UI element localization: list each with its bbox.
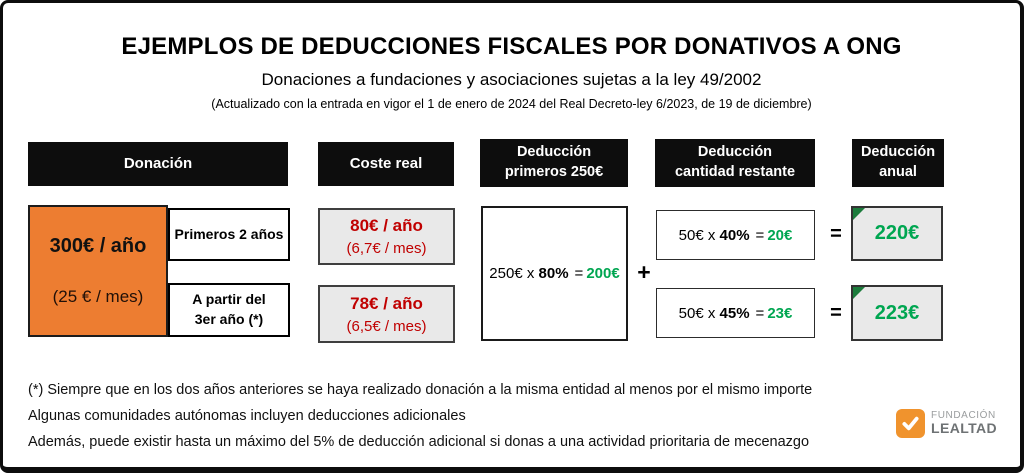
column-header-deduccion-cantidad-restante: Deducción cantidad restante xyxy=(655,139,815,187)
deduction-remaining-later-base: 50€ x xyxy=(678,304,716,322)
deduction-first-250-equals: = xyxy=(574,265,584,282)
donation-amount-box: 300€ / año (25 € / mes) xyxy=(28,205,168,337)
footnotes: (*) Siempre que en los dos años anterior… xyxy=(28,377,888,455)
donation-per-year: 300€ / año xyxy=(49,235,147,258)
fundacion-lealtad-logo: FUNDACIÓN LEALTAD xyxy=(896,409,997,438)
footnote-priority: Además, puede existir hasta un máximo de… xyxy=(28,434,810,450)
real-cost-later-box: 78€ / año (6,5€ / mes) xyxy=(318,285,455,343)
donation-per-month: (25 € / mes) xyxy=(52,286,144,306)
deduction-remaining-first-rate: 40% xyxy=(719,226,750,244)
annual-deduction-later-value: 223€ xyxy=(874,301,920,324)
annual-deduction-first-box: 220€ xyxy=(851,206,943,261)
annual-deduction-first-value: 220€ xyxy=(874,222,920,244)
column-header-coste-real: Coste real xyxy=(318,142,454,186)
logo-org-name: LEALTAD xyxy=(931,420,998,437)
equals-operator-first: = xyxy=(830,223,842,245)
plus-operator: + xyxy=(637,259,651,285)
footnote-asterisk: (*) Siempre que en los dos años anterior… xyxy=(28,382,813,398)
deduction-first-250-rate: 80% xyxy=(538,265,569,282)
real-cost-later-per-year: 78€ / año xyxy=(350,293,423,313)
real-cost-later-per-month: (6,5€ / mes) xyxy=(346,317,427,335)
deduction-remaining-later-equals: = xyxy=(755,304,765,322)
deduction-first-250-box: 250€ x 80% = 200€ xyxy=(481,206,628,341)
column-header-deduccion-anual: Deducción anual xyxy=(852,139,944,187)
deduction-remaining-later-rate: 45% xyxy=(719,304,750,322)
footnote-regional: Algunas comunidades autónomas incluyen d… xyxy=(28,408,466,424)
deduction-remaining-first-base: 50€ x xyxy=(678,226,716,244)
annual-deduction-later-box: 223€ xyxy=(851,285,943,341)
update-note: (Actualizado con la entrada en vigor el … xyxy=(211,97,812,111)
period-from-3rd-year: A partir del 3er año (*) xyxy=(168,283,290,337)
logo-text: FUNDACIÓN LEALTAD xyxy=(931,409,998,437)
equals-operator-later: = xyxy=(830,302,842,324)
deduction-remaining-later-box: 50€ x 45% = 23€ xyxy=(656,288,815,338)
deduction-first-250-base: 250€ x xyxy=(489,265,535,282)
corner-marker-icon xyxy=(853,208,865,220)
deduction-remaining-first-result: 20€ xyxy=(767,226,793,244)
page-title: EJEMPLOS DE DEDUCCIONES FISCALES POR DON… xyxy=(121,33,902,60)
period-first-2-years: Primeros 2 años xyxy=(168,208,290,261)
deduction-first-250-result: 200€ xyxy=(586,265,620,282)
column-header-donacion: Donación xyxy=(28,142,288,186)
deduction-remaining-later-result: 23€ xyxy=(767,304,793,322)
page-subtitle: Donaciones a fundaciones y asociaciones … xyxy=(261,70,762,89)
column-header-deduccion-primeros-250: Deducción primeros 250€ xyxy=(480,139,628,187)
checkmark-icon xyxy=(896,409,925,438)
real-cost-first-per-month: (6,7€ / mes) xyxy=(346,240,427,257)
logo-org-type: FUNDACIÓN xyxy=(931,409,996,421)
deduction-remaining-first-box: 50€ x 40% = 20€ xyxy=(656,210,815,260)
deduction-remaining-first-equals: = xyxy=(755,226,765,244)
real-cost-first-per-year: 80€ / año xyxy=(350,216,423,235)
real-cost-first-box: 80€ / año (6,7€ / mes) xyxy=(318,208,455,265)
corner-marker-icon xyxy=(853,287,865,299)
